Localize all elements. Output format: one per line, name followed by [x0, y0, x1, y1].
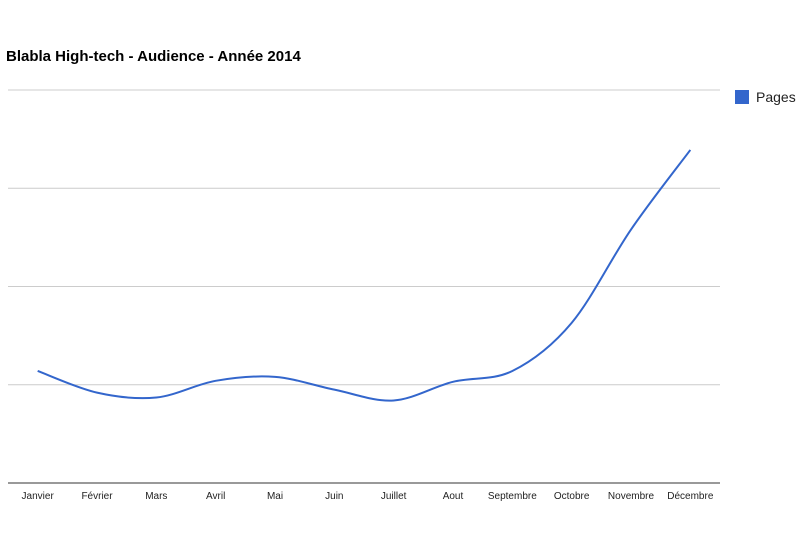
data-point[interactable]	[447, 376, 459, 388]
data-point[interactable]	[210, 375, 222, 387]
data-point[interactable]	[684, 144, 696, 156]
data-point[interactable]	[566, 317, 578, 329]
legend[interactable]: Pages	[735, 89, 796, 105]
x-tick-label: Février	[81, 491, 113, 502]
x-tick-label: Aout	[443, 491, 464, 502]
data-point[interactable]	[91, 387, 103, 399]
grid-lines	[8, 89, 720, 484]
x-tick-label: Septembre	[488, 491, 537, 502]
legend-swatch-pages	[735, 90, 749, 104]
data-point[interactable]	[328, 384, 340, 396]
x-tick-label: Mai	[267, 491, 283, 502]
x-tick-label: Décembre	[667, 491, 714, 502]
x-tick-label: Juillet	[381, 491, 407, 502]
x-tick-label: Avril	[206, 491, 225, 502]
series-line	[37, 149, 692, 402]
data-point[interactable]	[32, 365, 44, 377]
data-point[interactable]	[150, 392, 162, 404]
data-point[interactable]	[625, 224, 637, 236]
data-point[interactable]	[388, 394, 400, 406]
data-point[interactable]	[506, 365, 518, 377]
x-tick-label: Janvier	[22, 491, 55, 502]
series-pages	[32, 144, 696, 406]
data-point[interactable]	[269, 371, 281, 383]
legend-label-pages: Pages	[756, 89, 796, 105]
x-tick-label: Mars	[145, 491, 167, 502]
chart-title: Blabla High-tech - Audience - Année 2014	[6, 48, 301, 65]
x-tick-label: Octobre	[554, 491, 590, 502]
x-axis-labels: Janvier Février Mars Avril Mai Juin Juillet Aou…	[22, 491, 714, 502]
x-tick-label: Novembre	[608, 491, 655, 502]
x-tick-label: Juin	[325, 491, 343, 502]
